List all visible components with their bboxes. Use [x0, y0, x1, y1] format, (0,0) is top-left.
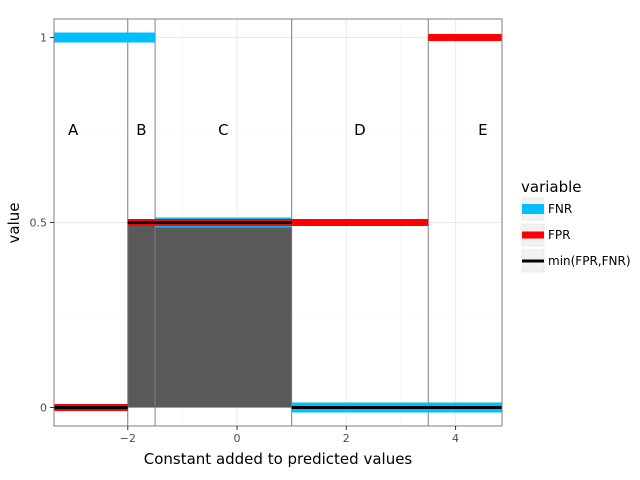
legend: variable FNR FPR min(FPR,FNR): [521, 178, 631, 273]
x-tick-label: 4: [452, 432, 459, 445]
shaded-area: [127, 222, 292, 408]
y-tick-label: 1: [40, 32, 47, 45]
region-label-a: A: [68, 121, 79, 139]
y-axis-title: value: [5, 203, 23, 244]
y-tick-label: 0.5: [30, 217, 48, 230]
legend-title: variable: [521, 178, 582, 196]
x-tick-label: −2: [120, 432, 136, 445]
region-labels: A B C D E: [68, 121, 488, 139]
legend-label-fpr: FPR: [548, 228, 570, 242]
legend-label-min-fpr-fnr: min(FPR,FNR): [548, 254, 631, 268]
region-label-c: C: [218, 121, 228, 139]
x-axis-ticks: −2 0 2 4: [120, 426, 459, 445]
y-tick-label: 0: [40, 402, 47, 415]
x-axis-title: Constant added to predicted values: [144, 450, 413, 468]
x-tick-label: 0: [234, 432, 241, 445]
x-tick-label: 2: [343, 432, 350, 445]
region-label-b: B: [136, 121, 146, 139]
y-axis-ticks: 00.51: [30, 32, 54, 415]
region-label-d: D: [354, 121, 366, 139]
shaded-area-layer: [127, 222, 292, 408]
series-layer: [54, 32, 502, 413]
legend-label-fnr: FNR: [548, 202, 572, 216]
region-label-e: E: [478, 121, 487, 139]
